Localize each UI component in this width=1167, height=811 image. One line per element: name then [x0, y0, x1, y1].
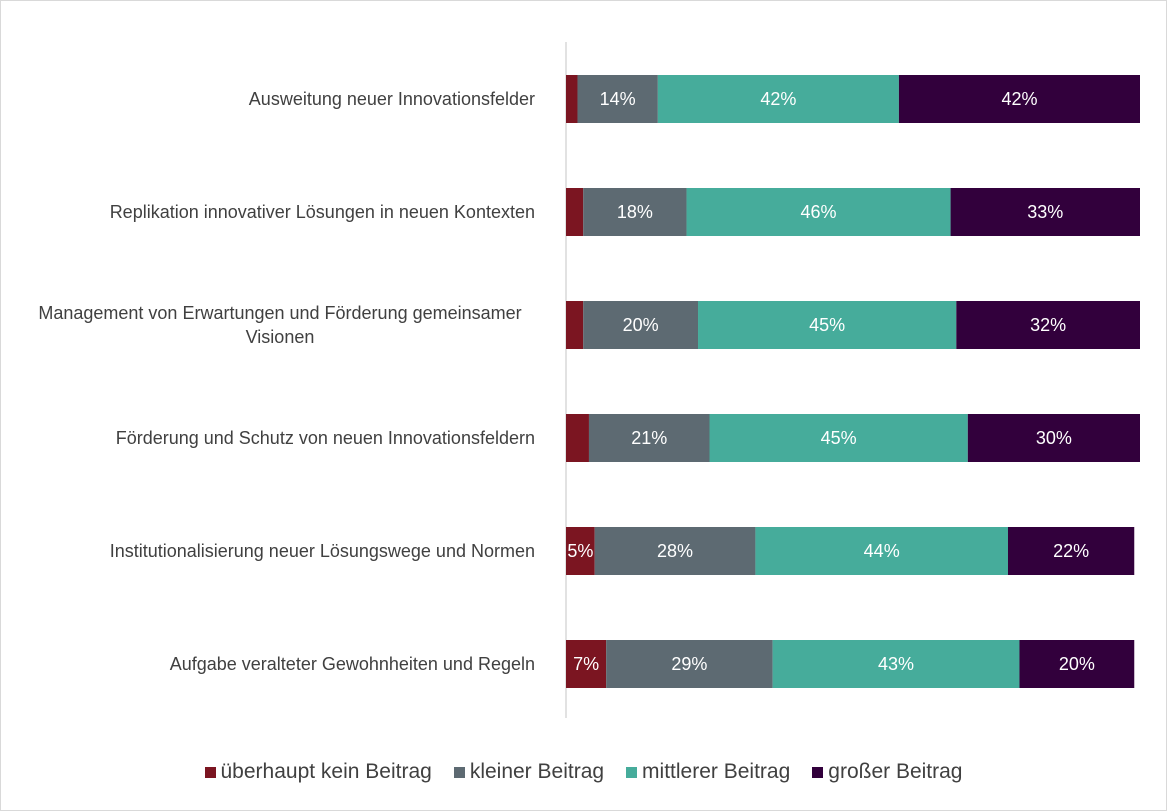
data-label: 5% [567, 541, 593, 561]
legend-swatch [453, 766, 465, 778]
data-label: 30% [1036, 428, 1072, 448]
legend-swatch [204, 766, 216, 778]
category-label: Management von Erwartungen und Förderung… [5, 301, 535, 349]
legend-swatch [626, 766, 638, 778]
data-label: 22% [1053, 541, 1089, 561]
bar-segment [566, 75, 578, 123]
category-label: Replikation innovativer Lösungen in neue… [5, 200, 535, 224]
data-label: 33% [1027, 202, 1063, 222]
data-label: 43% [878, 654, 914, 674]
legend-item: mittlerer Beitrag [626, 760, 790, 784]
bar-segment [566, 188, 584, 236]
legend-item: überhaupt kein Beitrag [204, 760, 432, 784]
bar-segment [950, 188, 1140, 236]
category-label: Institutionalisierung neuer Lösungswege … [5, 539, 535, 563]
data-label: 45% [821, 428, 857, 448]
legend-label: mittlerer Beitrag [642, 760, 791, 783]
data-label: 14% [600, 89, 636, 109]
bar-segment [583, 188, 687, 236]
category-text: Replikation innovativer Lösungen in neue… [109, 202, 535, 222]
data-label: 29% [671, 654, 707, 674]
bar-segment [686, 188, 951, 236]
bar-segment [772, 640, 1020, 688]
data-label: 42% [1001, 89, 1037, 109]
bar-segment [577, 75, 658, 123]
category-label: Förderung und Schutz von neuen Innovatio… [5, 426, 535, 450]
bar-segment [566, 414, 589, 462]
legend-label: überhaupt kein Beitrag [220, 760, 432, 783]
data-label: 42% [760, 89, 796, 109]
category-text: Institutionalisierung neuer Lösungswege … [109, 541, 535, 561]
category-text: Ausweitung neuer Innovationsfelder [248, 89, 535, 109]
legend-swatch [812, 766, 824, 778]
category-text: Förderung und Schutz von neuen Innovatio… [115, 428, 535, 448]
legend-label: großer Beitrag [828, 760, 963, 783]
data-label: 44% [864, 541, 900, 561]
bar-segment [709, 414, 968, 462]
category-label: Ausweitung neuer Innovationsfelder [5, 87, 535, 111]
bar-segment [606, 640, 773, 688]
data-label: 21% [631, 428, 667, 448]
bar-segment [588, 414, 710, 462]
data-label: 18% [617, 202, 653, 222]
category-text: Aufgabe veralteter Gewohnheiten und Rege… [169, 654, 535, 674]
data-label: 32% [1030, 315, 1066, 335]
bar-segment [566, 527, 595, 575]
data-label: 20% [1059, 654, 1095, 674]
legend-item: großer Beitrag [812, 760, 963, 784]
bar-segment [755, 527, 1008, 575]
bar-segment [583, 301, 699, 349]
bar-segment [594, 527, 756, 575]
bar-segment [1007, 527, 1135, 575]
bar-segment [566, 640, 607, 688]
bar-segment [898, 75, 1140, 123]
data-label: 46% [801, 202, 837, 222]
legend-item: kleiner Beitrag [453, 760, 605, 784]
data-label: 20% [623, 315, 659, 335]
category-text: Management von Erwartungen und Förderung… [38, 303, 522, 347]
bar-segment [956, 301, 1140, 349]
category-label: Aufgabe veralteter Gewohnheiten und Rege… [5, 652, 535, 676]
legend: überhaupt kein Beitrag kleiner Beitrag mit… [0, 760, 1167, 784]
bar-segment [967, 414, 1140, 462]
bar-segment [566, 301, 584, 349]
bar-segment [657, 75, 899, 123]
data-label: 28% [657, 541, 693, 561]
bar-segment [698, 301, 957, 349]
data-label: 45% [809, 315, 845, 335]
data-label: 7% [573, 654, 599, 674]
bar-segment [1019, 640, 1135, 688]
legend-label: kleiner Beitrag [469, 760, 605, 783]
